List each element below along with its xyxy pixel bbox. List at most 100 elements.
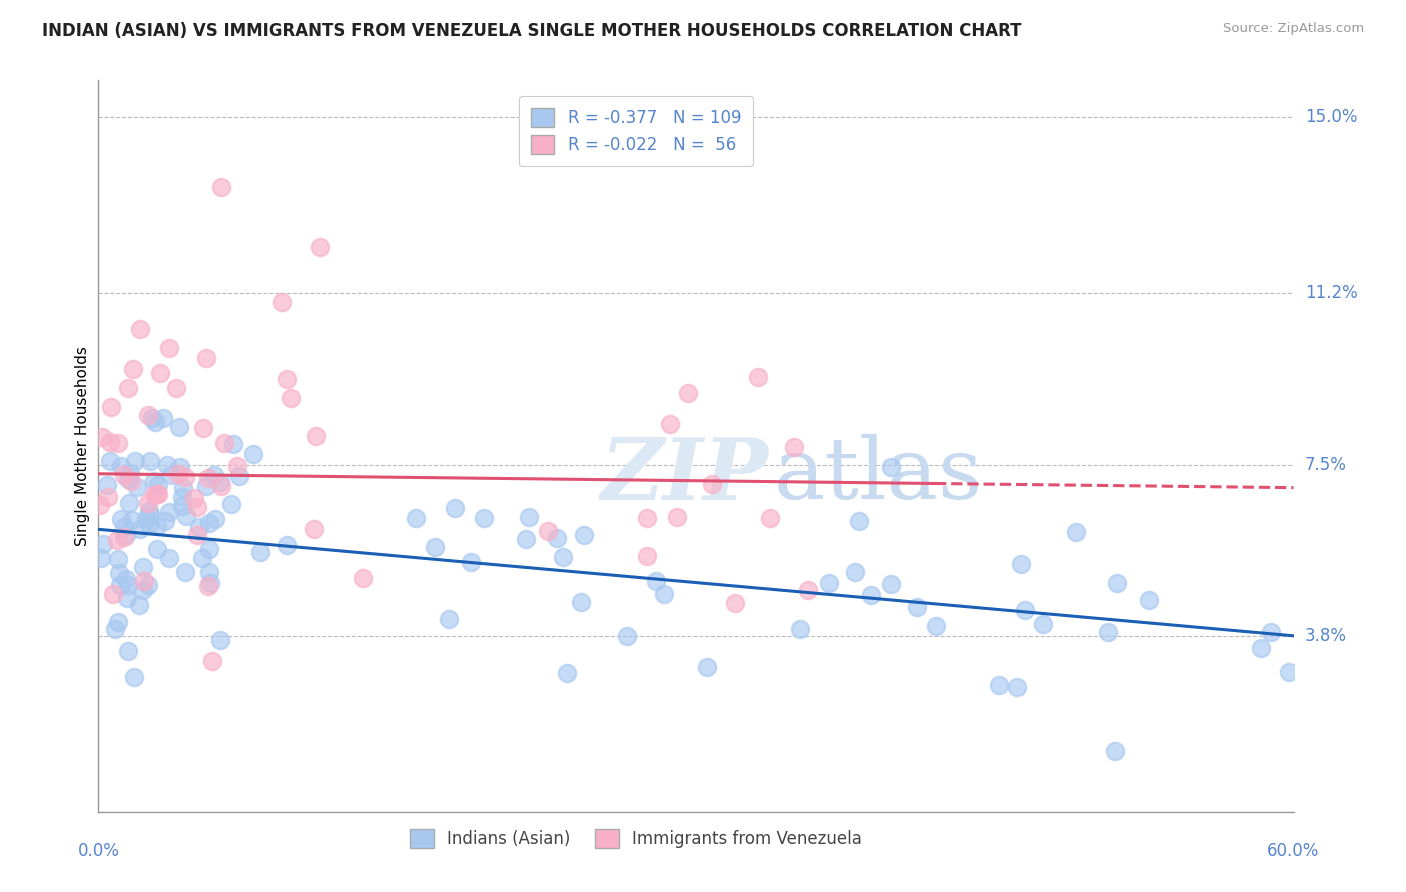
Point — [1278, 665, 1301, 680]
Point — [352, 571, 374, 585]
Point — [676, 386, 699, 401]
Point — [659, 417, 682, 431]
Point — [118, 496, 141, 510]
Point — [146, 487, 169, 501]
Point — [1260, 625, 1282, 640]
Point — [124, 454, 146, 468]
Point — [183, 491, 205, 505]
Point — [131, 559, 153, 574]
Point — [172, 481, 194, 495]
Legend: Indians (Asian), Immigrants from Venezuela: Indians (Asian), Immigrants from Venezue… — [404, 822, 869, 855]
Point — [160, 468, 183, 483]
Point — [1064, 525, 1087, 540]
Point — [783, 440, 806, 454]
Point — [228, 468, 250, 483]
Point — [305, 429, 328, 443]
Text: 15.0%: 15.0% — [1305, 108, 1357, 127]
Point — [146, 542, 169, 557]
Text: 0.0%: 0.0% — [77, 842, 120, 860]
Point — [987, 678, 1010, 692]
Point — [797, 583, 820, 598]
Point — [195, 478, 218, 492]
Point — [309, 240, 332, 254]
Point — [105, 533, 128, 547]
Point — [169, 459, 191, 474]
Point — [146, 477, 169, 491]
Point — [135, 512, 157, 526]
Y-axis label: Single Mother Households: Single Mother Households — [75, 346, 90, 546]
Point — [696, 660, 718, 674]
Point — [280, 391, 302, 405]
Point — [204, 511, 226, 525]
Point — [209, 479, 232, 493]
Point — [110, 458, 132, 473]
Point — [423, 541, 446, 555]
Point — [195, 351, 218, 365]
Point — [117, 381, 139, 395]
Point — [149, 366, 172, 380]
Point — [117, 578, 139, 592]
Point — [128, 599, 150, 613]
Point — [112, 530, 135, 544]
Point — [90, 550, 112, 565]
Point — [208, 475, 231, 490]
Point — [723, 596, 745, 610]
Point — [551, 550, 574, 565]
Point — [117, 472, 139, 486]
Text: 3.8%: 3.8% — [1305, 627, 1347, 645]
Text: 60.0%: 60.0% — [1267, 842, 1320, 860]
Point — [1032, 616, 1054, 631]
Point — [174, 470, 197, 484]
Point — [146, 519, 169, 533]
Point — [515, 532, 537, 546]
Point — [125, 480, 148, 494]
Point — [107, 615, 129, 630]
Text: Source: ZipAtlas.com: Source: ZipAtlas.com — [1223, 22, 1364, 36]
Point — [117, 644, 139, 658]
Point — [167, 467, 190, 481]
Point — [1104, 744, 1126, 758]
Point — [146, 487, 169, 501]
Point — [437, 612, 460, 626]
Point — [157, 341, 180, 355]
Text: 11.2%: 11.2% — [1305, 285, 1357, 302]
Point — [112, 468, 135, 483]
Point — [143, 415, 166, 429]
Point — [747, 369, 769, 384]
Text: 7.5%: 7.5% — [1305, 456, 1347, 474]
Point — [156, 458, 179, 472]
Point — [474, 511, 496, 525]
Point — [537, 524, 560, 539]
Point — [98, 435, 121, 450]
Point — [555, 665, 578, 680]
Point — [91, 537, 114, 551]
Point — [104, 622, 127, 636]
Point — [157, 505, 180, 519]
Text: ZIP: ZIP — [600, 434, 768, 517]
Point — [546, 531, 568, 545]
Text: atlas: atlas — [773, 434, 983, 516]
Point — [1007, 680, 1029, 694]
Point — [152, 411, 174, 425]
Point — [197, 579, 219, 593]
Point — [120, 474, 142, 488]
Point — [124, 670, 146, 684]
Point — [141, 411, 163, 425]
Point — [167, 420, 190, 434]
Point — [96, 477, 118, 491]
Point — [302, 522, 325, 536]
Point — [132, 582, 155, 597]
Point — [198, 565, 221, 579]
Point — [100, 400, 122, 414]
Point — [905, 600, 928, 615]
Point — [191, 421, 214, 435]
Point — [142, 474, 165, 488]
Point — [242, 446, 264, 460]
Point — [209, 632, 232, 647]
Point — [128, 522, 150, 536]
Point — [880, 460, 903, 475]
Point — [110, 512, 132, 526]
Point — [702, 477, 724, 491]
Point — [112, 520, 135, 534]
Point — [1097, 625, 1119, 640]
